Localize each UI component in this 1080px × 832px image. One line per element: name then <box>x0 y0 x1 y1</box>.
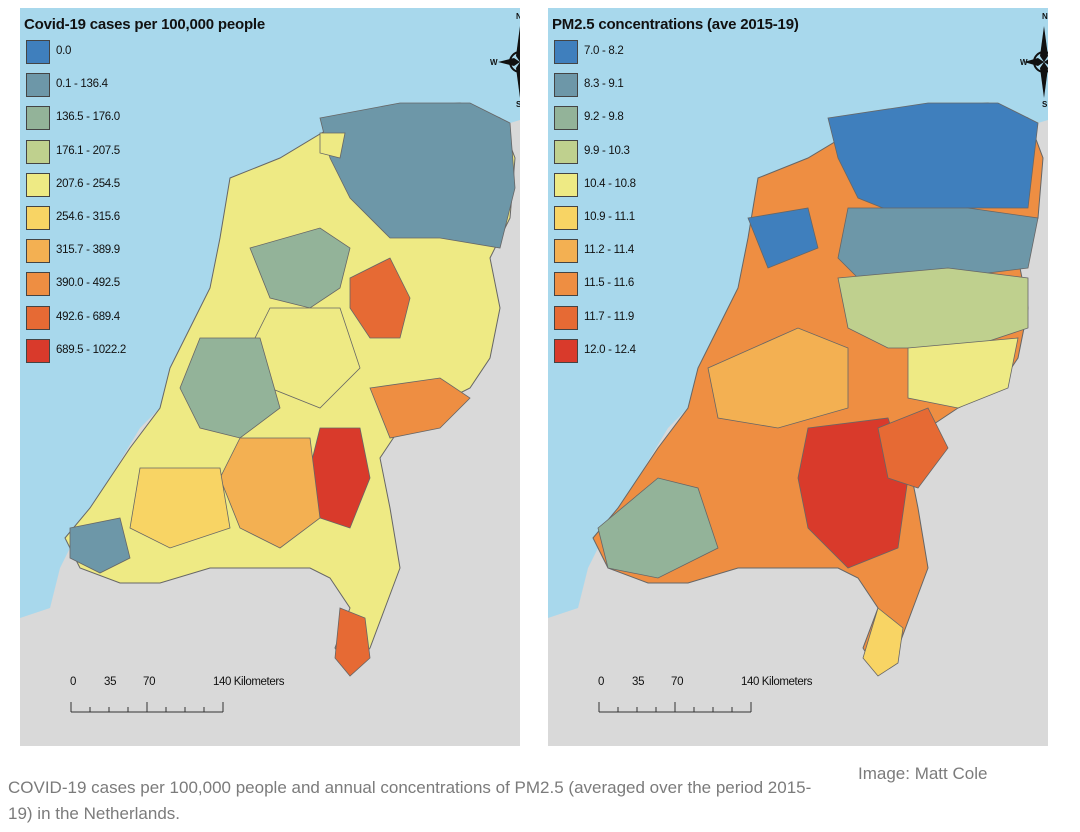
legend-swatch <box>26 338 50 363</box>
panel-divider <box>520 8 548 746</box>
scale-units: 140 Kilometers <box>741 676 813 688</box>
pm25-map <box>548 8 1048 746</box>
compass: N W E S <box>490 12 520 112</box>
legend-swatch <box>554 139 578 164</box>
legend-swatch <box>26 73 50 98</box>
legend-label: 492.6 - 689.4 <box>56 310 120 323</box>
legend-label: 9.9 - 10.3 <box>584 144 630 157</box>
legend-label: 315.7 - 389.9 <box>56 244 120 257</box>
legend-label: 689.5 - 1022.2 <box>56 343 126 356</box>
legend-label: 11.5 - 11.6 <box>584 277 634 290</box>
legend-label: 176.1 - 207.5 <box>56 144 120 157</box>
legend-swatch <box>26 205 50 230</box>
compass-n: N <box>516 12 520 21</box>
legend-swatch <box>554 239 578 264</box>
scale-tick-35: 35 <box>104 676 117 688</box>
figure: Covid-19 cases per 100,000 people 0.0 0.1… <box>20 8 1048 746</box>
scale-tick-0: 0 <box>598 676 605 688</box>
compass: N W S <box>1020 12 1048 112</box>
legend-label: 10.4 - 10.8 <box>584 177 636 190</box>
legend-label: 136.5 - 176.0 <box>56 111 120 124</box>
legend-swatch <box>26 272 50 297</box>
legend-label: 7.0 - 8.2 <box>584 45 624 57</box>
legend-swatch <box>554 272 578 297</box>
legend-swatch <box>26 305 50 330</box>
legend-label: 12.0 - 12.4 <box>584 343 636 356</box>
legend-label: 0.1 - 136.4 <box>56 78 108 91</box>
scale-bar: 0 35 70 140 Kilometers <box>598 676 813 716</box>
legend-swatch <box>554 305 578 330</box>
pm25-map-panel: PM2.5 concentrations (ave 2015-19) 7.0 -… <box>548 8 1048 746</box>
compass-s: S <box>1042 100 1048 109</box>
legend-label: 9.2 - 9.8 <box>584 111 624 124</box>
scale-bar: 0 35 70 140 Kilometers <box>70 676 285 716</box>
legend-swatch <box>554 73 578 98</box>
scale-tick-70: 70 <box>671 676 684 688</box>
scale-units: 140 Kilometers <box>213 676 285 688</box>
legend-swatch <box>26 139 50 164</box>
legend-swatch <box>26 40 50 64</box>
scale-tick-0: 0 <box>70 676 77 688</box>
compass-rose-icon <box>1024 26 1048 98</box>
legend-label: 11.2 - 11.4 <box>584 244 634 257</box>
legend-label: 390.0 - 492.5 <box>56 277 120 290</box>
compass-rose-icon <box>498 26 520 98</box>
legend-label: 8.3 - 9.1 <box>584 78 624 91</box>
legend-swatch <box>26 172 50 197</box>
legend-swatch <box>26 106 50 131</box>
legend-label: 254.6 - 315.6 <box>56 210 120 223</box>
legend-swatch <box>554 40 578 64</box>
legend-title: PM2.5 concentrations (ave 2015-19) <box>552 16 799 33</box>
legend-label: 10.9 - 11.1 <box>584 210 635 223</box>
scale-line <box>598 702 752 713</box>
legend-title: Covid-19 cases per 100,000 people <box>24 16 266 33</box>
legend-swatch <box>554 338 578 363</box>
scale-tick-35: 35 <box>632 676 645 688</box>
compass-w: W <box>490 58 498 67</box>
compass-w: W <box>1020 58 1028 67</box>
scale-line <box>70 702 224 713</box>
legend-swatch <box>554 106 578 131</box>
legend-label: 11.7 - 11.9 <box>584 310 634 323</box>
legend-label: 0.0 <box>56 45 72 57</box>
covid-map-panel: Covid-19 cases per 100,000 people 0.0 0.1… <box>20 8 520 746</box>
covid-map <box>20 8 520 746</box>
compass-n: N <box>1042 12 1048 21</box>
scale-tick-70: 70 <box>143 676 156 688</box>
legend-label: 207.6 - 254.5 <box>56 177 120 190</box>
image-credit: Image: Matt Cole <box>858 764 988 783</box>
figure-caption: COVID-19 cases per 100,000 people and an… <box>8 778 812 823</box>
legend-swatch <box>26 239 50 264</box>
legend-swatch <box>554 205 578 230</box>
compass-s: S <box>516 100 520 109</box>
legend-swatch <box>554 172 578 197</box>
